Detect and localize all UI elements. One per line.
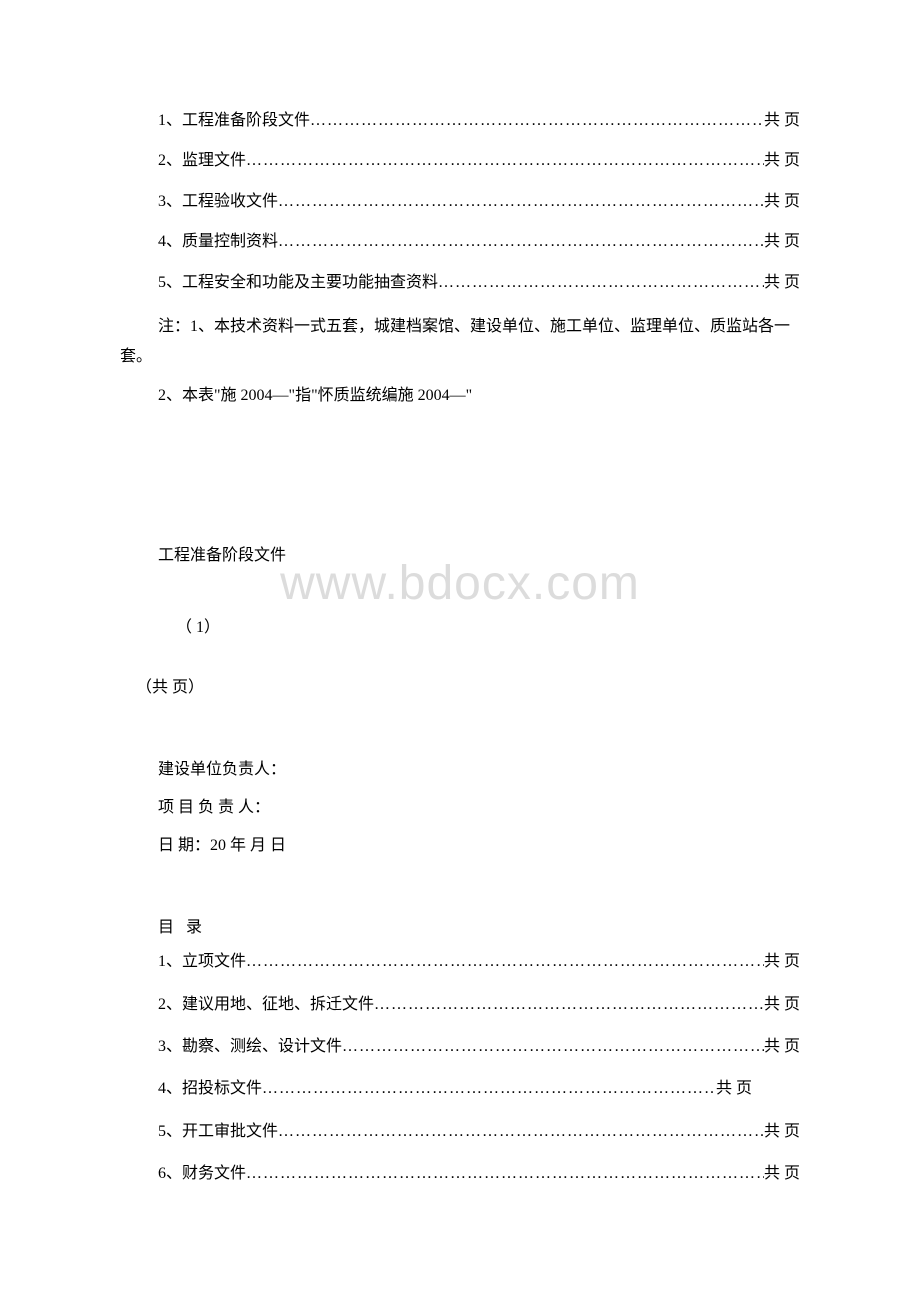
toc1-item-3: 3、工程验收文件 …………………………………………………………………………………… bbox=[120, 191, 800, 213]
note-line-1: 注：1、本技术资料一式五套，城建档案馆、建设单位、施工单位、监理单位、质监站各一… bbox=[120, 312, 800, 373]
toc2-item-6: 6、财务文件 ………………………………………………………………………………………… bbox=[120, 1163, 800, 1185]
toc2-item-5-leader: …………………………………………………………………………………………………………… bbox=[278, 1121, 764, 1143]
notes-block: 注：1、本技术资料一式五套，城建档案馆、建设单位、施工单位、监理单位、质监站各一… bbox=[120, 312, 800, 411]
toc2-item-4-suffix: 共 页 bbox=[716, 1078, 752, 1100]
toc1-item-5-suffix: 共 页 bbox=[764, 272, 800, 294]
toc1-item-4: 4、质量控制资料 …………………………………………………………………………………… bbox=[120, 231, 800, 253]
toc2-item-2-leader: …………………………………………………………………………………………………………… bbox=[374, 994, 764, 1016]
table-of-contents-title: 目 录 bbox=[120, 913, 800, 937]
toc1-item-1-suffix: 共 页 bbox=[764, 110, 800, 132]
toc2-item-3-label: 3、勘察、测绘、设计文件 bbox=[158, 1036, 342, 1058]
toc1-item-5-leader: …………………………………………………………………………………………………………… bbox=[438, 272, 764, 294]
toc1-item-4-leader: …………………………………………………………………………………………………………… bbox=[278, 231, 764, 253]
toc2-item-2: 2、建议用地、征地、拆迁文件 …………………………………………………………………… bbox=[120, 994, 800, 1016]
toc2-item-1-leader: …………………………………………………………………………………………………………… bbox=[246, 951, 764, 973]
toc2-item-5: 5、开工审批文件 …………………………………………………………………………………… bbox=[120, 1121, 800, 1143]
toc1-item-1-leader: …………………………………………………………………………………………………………… bbox=[310, 110, 764, 132]
toc1-item-2-suffix: 共 页 bbox=[764, 150, 800, 172]
toc1-item-3-suffix: 共 页 bbox=[764, 191, 800, 213]
toc2-item-4-label: 4、招投标文件 bbox=[158, 1078, 262, 1100]
toc1-item-1-label: 1、工程准备阶段文件 bbox=[158, 110, 310, 132]
toc1-item-3-leader: …………………………………………………………………………………………………………… bbox=[278, 191, 764, 213]
toc2-item-1: 1、立项文件 ………………………………………………………………………………………… bbox=[120, 951, 800, 973]
toc2-item-2-label: 2、建议用地、征地、拆迁文件 bbox=[158, 994, 374, 1016]
toc2-item-6-label: 6、财务文件 bbox=[158, 1163, 246, 1185]
toc2-item-3-suffix: 共 页 bbox=[764, 1036, 800, 1058]
document-content: 1、工程准备阶段文件 ……………………………………………………………………………… bbox=[120, 110, 800, 1185]
info-date: 日 期：20 年 月 日 bbox=[120, 831, 800, 855]
toc2-item-5-suffix: 共 页 bbox=[764, 1121, 800, 1143]
info-project-manager: 项 目 负 责 人： bbox=[120, 793, 800, 817]
note-line-2: 2、本表"施 2004—"指"怀质监统编施 2004—" bbox=[120, 381, 800, 411]
toc1-item-4-suffix: 共 页 bbox=[764, 231, 800, 253]
toc2-item-4-leader: …………………………………………………………………………………………………………… bbox=[262, 1078, 716, 1100]
toc2-item-1-label: 1、立项文件 bbox=[158, 951, 246, 973]
toc1-item-3-label: 3、工程验收文件 bbox=[158, 191, 278, 213]
toc2-item-3: 3、勘察、测绘、设计文件 ………………………………………………………………………… bbox=[120, 1036, 800, 1058]
toc2-item-4: 4、招投标文件 ……………………………………………………………………………………… bbox=[120, 1078, 800, 1100]
toc1-item-1: 1、工程准备阶段文件 ……………………………………………………………………………… bbox=[120, 110, 800, 132]
toc1-item-2-leader: …………………………………………………………………………………………………………… bbox=[246, 150, 764, 172]
toc1-item-5: 5、工程安全和功能及主要功能抽查资料 ………………………………………………………… bbox=[120, 272, 800, 294]
section-title: 工程准备阶段文件 bbox=[120, 541, 800, 565]
toc2-item-2-suffix: 共 页 bbox=[764, 994, 800, 1016]
section-pages: （共 页） bbox=[120, 673, 800, 697]
toc1-item-2-label: 2、监理文件 bbox=[158, 150, 246, 172]
toc1-item-5-label: 5、工程安全和功能及主要功能抽查资料 bbox=[158, 272, 438, 294]
toc1-item-2: 2、监理文件 ………………………………………………………………………………………… bbox=[120, 150, 800, 172]
toc2-item-1-suffix: 共 页 bbox=[764, 951, 800, 973]
toc2-item-3-leader: …………………………………………………………………………………………………………… bbox=[342, 1036, 764, 1058]
info-construction-unit: 建设单位负责人： bbox=[120, 755, 800, 779]
toc2-item-6-suffix: 共 页 bbox=[764, 1163, 800, 1185]
toc1-item-4-label: 4、质量控制资料 bbox=[158, 231, 278, 253]
toc2-item-6-leader: …………………………………………………………………………………………………………… bbox=[246, 1163, 764, 1185]
toc2-item-5-label: 5、开工审批文件 bbox=[158, 1121, 278, 1143]
section-number: （ 1） bbox=[120, 613, 800, 637]
